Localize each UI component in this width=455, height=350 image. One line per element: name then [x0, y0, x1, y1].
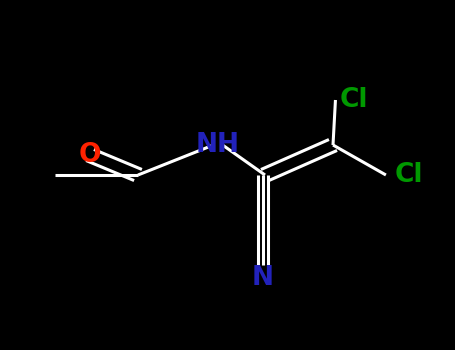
Text: Cl: Cl [340, 87, 369, 113]
Text: O: O [79, 142, 101, 168]
Text: N: N [252, 265, 274, 291]
Text: NH: NH [196, 132, 240, 158]
Text: Cl: Cl [395, 162, 424, 188]
